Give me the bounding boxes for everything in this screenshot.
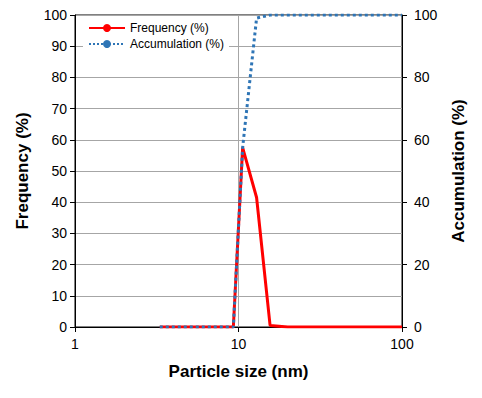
svg-text:10: 10 [231, 336, 247, 352]
svg-text:Accumulation (%): Accumulation (%) [130, 37, 224, 51]
svg-text:40: 40 [414, 194, 430, 210]
svg-text:0: 0 [414, 319, 422, 335]
svg-text:80: 80 [51, 69, 67, 85]
svg-text:100: 100 [390, 336, 414, 352]
svg-text:60: 60 [51, 132, 67, 148]
svg-text:Particle size (nm): Particle size (nm) [169, 362, 309, 381]
svg-text:80: 80 [414, 69, 430, 85]
svg-text:60: 60 [414, 132, 430, 148]
svg-text:90: 90 [51, 38, 67, 54]
svg-text:100: 100 [44, 7, 68, 23]
svg-text:1: 1 [71, 336, 79, 352]
svg-text:0: 0 [59, 319, 67, 335]
svg-text:30: 30 [51, 225, 67, 241]
svg-text:Accumulation (%): Accumulation (%) [449, 99, 468, 243]
svg-text:10: 10 [51, 288, 67, 304]
svg-text:20: 20 [414, 257, 430, 273]
svg-text:40: 40 [51, 194, 67, 210]
svg-text:100: 100 [414, 7, 438, 23]
svg-text:70: 70 [51, 101, 67, 117]
svg-text:Frequency (%): Frequency (%) [13, 112, 32, 229]
svg-text:Frequency (%): Frequency (%) [130, 21, 209, 35]
svg-text:50: 50 [51, 163, 67, 179]
svg-text:20: 20 [51, 257, 67, 273]
